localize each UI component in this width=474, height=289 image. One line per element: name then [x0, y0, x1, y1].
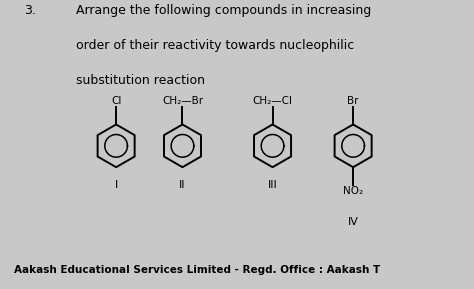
Text: II: II [179, 180, 186, 190]
Text: Cl: Cl [111, 96, 121, 105]
Text: CH₂—Br: CH₂—Br [162, 96, 203, 105]
Text: NO₂: NO₂ [343, 186, 363, 196]
Text: Br: Br [347, 96, 359, 105]
Text: I: I [115, 180, 118, 190]
Text: substitution reaction: substitution reaction [76, 74, 205, 87]
Text: order of their reactivity towards nucleophilic: order of their reactivity towards nucleo… [76, 39, 354, 52]
Text: III: III [268, 180, 277, 190]
Text: CH₂—Cl: CH₂—Cl [253, 96, 292, 105]
Text: Arrange the following compounds in increasing: Arrange the following compounds in incre… [76, 4, 371, 17]
Text: Aakash Educational Services Limited - Regd. Office : Aakash T: Aakash Educational Services Limited - Re… [14, 265, 381, 275]
Text: IV: IV [348, 218, 358, 227]
Text: 3.: 3. [24, 4, 36, 17]
